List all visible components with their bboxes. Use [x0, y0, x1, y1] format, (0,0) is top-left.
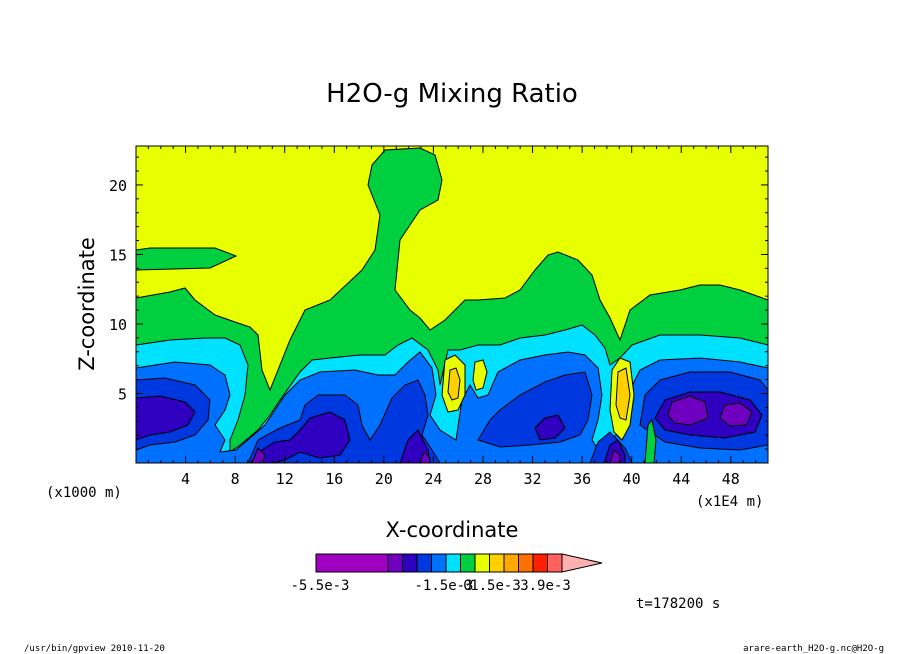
colorbar-swatch [460, 553, 476, 573]
y-tick-label: 20 [109, 177, 127, 195]
colorbar-swatch [518, 553, 534, 573]
colorbar-swatch [445, 553, 461, 573]
y-axis: 5 10 15 20 [109, 156, 768, 450]
x-tick-label: 36 [573, 470, 591, 488]
x-tick-label: 16 [325, 470, 343, 488]
colorbar-tick-labels: -5.5e-3 -1.5e-301.5e-3 3.9e-3 [290, 578, 570, 594]
colorbar-tick-label: 3.9e-3 [520, 578, 571, 594]
colorbar-arrow [561, 553, 603, 573]
y-tick-label: 5 [118, 385, 127, 403]
colorbar-swatch [402, 553, 418, 573]
colorbar-tick-label: 1.5e-3 [470, 578, 521, 594]
colorbar [315, 553, 603, 573]
colorbar-swatch [315, 553, 389, 573]
footer-right: arare-earth_H2O-g.nc@H2O-g [743, 644, 884, 654]
colorbar-swatch [431, 553, 447, 573]
contour-level-deepblue [136, 391, 763, 463]
x-units-label: (x1000 m) [46, 485, 122, 501]
colorbar-swatch [547, 553, 563, 573]
colorbar-tick-label: -1.5e-3 [414, 578, 473, 594]
colorbar-tick-label: -5.5e-3 [290, 578, 349, 594]
time-label: t=178200 s [636, 596, 720, 612]
colorbar-swatch [416, 553, 432, 573]
x-tick-label: 44 [672, 470, 690, 488]
contour-level-purple [251, 395, 753, 463]
plot-area [136, 146, 768, 463]
x-tick-label: 28 [474, 470, 492, 488]
colorbar-swatch [489, 553, 505, 573]
contour-level-streak [644, 418, 657, 463]
y-tick-label: 10 [109, 316, 127, 334]
x-axis-label: X-coordinate [386, 518, 519, 542]
y-tick-label: 15 [109, 246, 127, 264]
footer-left: /usr/bin/gpview 2010-11-20 [24, 644, 165, 654]
x-tick-label: 32 [524, 470, 542, 488]
colorbar-swatch [474, 553, 490, 573]
colorbar-tick-label: 0 [463, 578, 471, 594]
contour-level-yellow-lens [441, 354, 635, 441]
x-tick-label: 4 [181, 470, 190, 488]
colorbar-swatch [503, 553, 519, 573]
colorbar-swatch [532, 553, 548, 573]
x-tick-label: 48 [722, 470, 740, 488]
x-tick-label: 8 [231, 470, 240, 488]
x-scale-label: (x1E4 m) [696, 494, 763, 510]
plot-frame [135, 145, 769, 464]
x-tick-label: 24 [424, 470, 442, 488]
colorbar-swatch [387, 553, 403, 573]
x-axis: 4 8 12 16 20 24 28 32 36 40 44 48 [147, 146, 757, 488]
x-tick-label: 40 [623, 470, 641, 488]
y-axis-label: Z-coordinate [75, 237, 99, 371]
contour-level-orange-core [447, 367, 631, 421]
x-tick-label: 20 [375, 470, 393, 488]
chart-title: H2O-g Mixing Ratio [326, 79, 578, 109]
x-tick-label: 12 [276, 470, 294, 488]
